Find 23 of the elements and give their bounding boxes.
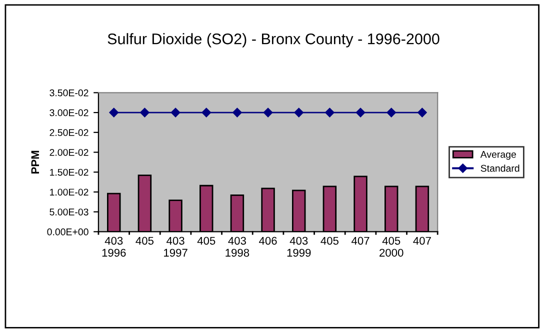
legend-label: Average (480, 151, 516, 160)
x-tick-label: 403 1999 (287, 236, 311, 257)
y-axis-title: PPM (31, 150, 39, 174)
x-tick-label: 403 1997 (164, 236, 188, 257)
legend-label: Standard (480, 164, 520, 172)
x-tick-label: 405 (136, 236, 154, 245)
x-tick-label: 403 1998 (226, 236, 250, 257)
x-tick-label: 405 (197, 236, 216, 245)
y-tick-label: 1.50E-02 (50, 168, 88, 176)
y-tick-label: 2.50E-02 (50, 129, 88, 136)
y-tick-label: 3.50E-02 (50, 89, 88, 96)
x-tick-label: 403 1996 (102, 236, 126, 257)
y-tick-label: 3.00E-02 (50, 109, 88, 116)
x-tick-label: 405 (320, 236, 338, 245)
y-tick-label: 5.00E-03 (50, 208, 88, 216)
x-tick-label: 406 (259, 236, 277, 245)
x-tick-label: 407 (413, 236, 431, 245)
chart-title: Sulfur Dioxide (SO2) - Bronx County - 1996-2000 (108, 33, 440, 48)
y-tick-label: 0.00E+00 (47, 228, 88, 236)
y-tick-label: 2.00E-02 (50, 148, 88, 156)
x-tick-label: 405 2000 (380, 236, 404, 257)
x-tick-label: 407 (352, 236, 370, 245)
y-tick-label: 1.00E-02 (50, 188, 88, 196)
